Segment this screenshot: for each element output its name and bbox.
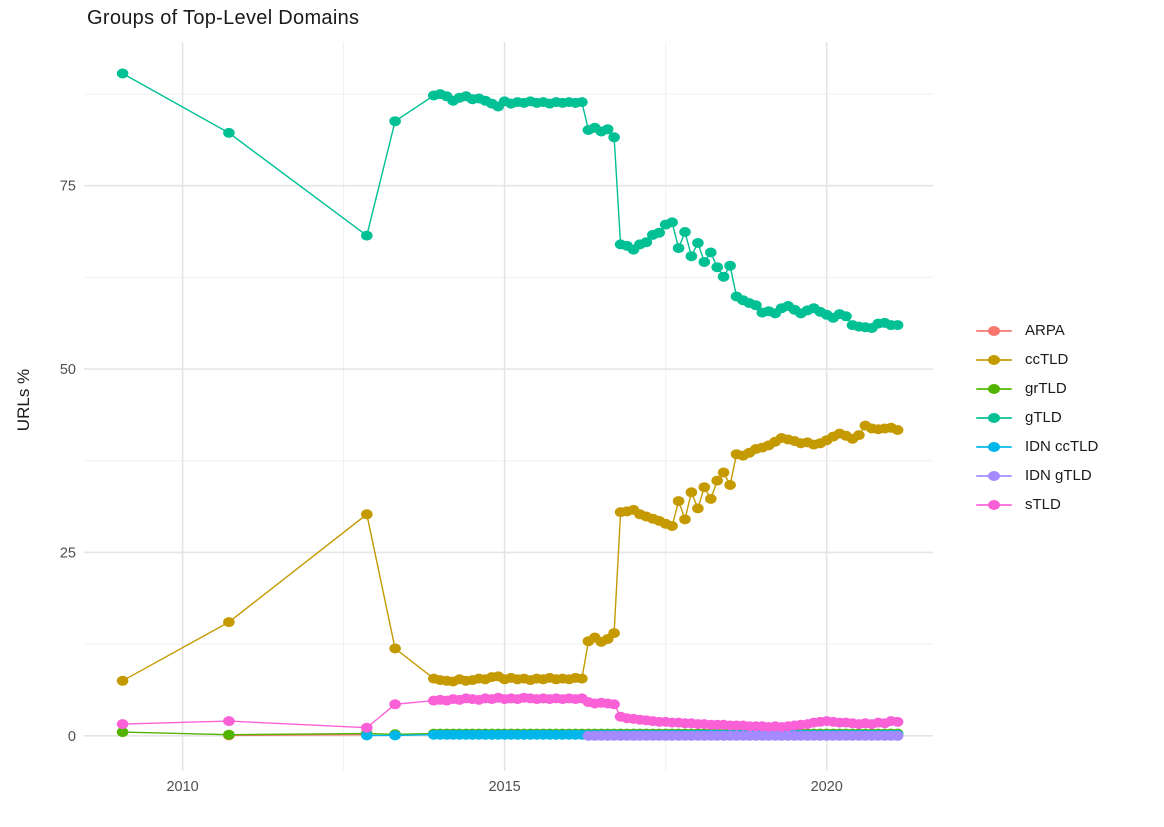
data-point [685, 251, 698, 262]
data-point [717, 271, 730, 282]
data-point [698, 482, 711, 493]
data-point [601, 124, 614, 135]
legend-key-icon [976, 383, 1012, 395]
data-point [608, 132, 620, 143]
data-point [679, 227, 691, 237]
legend-label: IDN ccTLD [1025, 438, 1099, 455]
x-tick-label: 2010 [166, 779, 198, 795]
data-point [223, 729, 235, 740]
data-point [223, 617, 235, 628]
data-point [116, 675, 129, 686]
y-tick-label: 50 [60, 362, 76, 378]
legend-label: ARPA [1025, 322, 1065, 339]
legend-key-dot [988, 441, 1000, 452]
data-point [672, 496, 685, 507]
data-point [666, 217, 678, 228]
data-point [711, 262, 723, 273]
data-point [750, 300, 762, 311]
data-point [608, 628, 620, 639]
legend-key-dot [988, 325, 1000, 336]
y-tick-label: 0 [68, 729, 76, 745]
data-point [891, 425, 904, 435]
legend-label: ccTLD [1025, 351, 1069, 368]
data-point [672, 243, 685, 254]
legend-item-grTLD: grTLD [976, 374, 1098, 403]
data-point [116, 719, 129, 730]
series-ccTLD [116, 420, 904, 687]
data-point [608, 699, 620, 710]
legend-item-ARPA: ARPA [976, 316, 1098, 345]
legend-item-gTLD: gTLD [976, 403, 1098, 432]
legend-key-icon [976, 354, 1012, 366]
legend-key-icon [976, 441, 1012, 453]
legend-key-dot [988, 412, 1000, 423]
legend-key-dot [988, 354, 1000, 365]
x-tick-label: 2020 [811, 779, 843, 795]
y-tick-label: 75 [60, 179, 76, 195]
data-point [840, 311, 852, 322]
legend-label: IDN gTLD [1025, 467, 1092, 484]
legend-item-sTLD: sTLD [976, 490, 1098, 519]
data-point [576, 673, 588, 684]
legend-label: gTLD [1025, 409, 1062, 426]
series-line [122, 424, 898, 683]
y-tick-label: 25 [60, 545, 76, 561]
x-tick-label: 2015 [488, 779, 520, 795]
data-point [389, 730, 401, 741]
data-point [653, 227, 665, 238]
data-point [576, 97, 588, 108]
data-point [705, 493, 717, 504]
legend-key-dot [988, 383, 1000, 394]
data-point [361, 230, 373, 241]
series-sTLD [116, 692, 904, 733]
data-point [724, 480, 736, 490]
data-point [891, 716, 904, 727]
chart-title: Groups of Top-Level Domains [87, 7, 360, 29]
legend-item-ccTLD: ccTLD [976, 345, 1098, 374]
series-gTLD [116, 68, 904, 333]
series-line [228, 734, 367, 737]
data-point [389, 643, 401, 654]
data-point [705, 247, 717, 258]
data-point [640, 237, 653, 248]
data-point [698, 257, 711, 267]
legend-key-dot [988, 499, 1000, 510]
data-point [389, 699, 401, 710]
series-line [122, 72, 898, 329]
data-point [711, 475, 723, 486]
data-point [692, 503, 704, 514]
legend: ARPA ccTLD grTLD gTLD IDN ccTLD IDN gTLD sTLD [976, 316, 1098, 519]
legend-key-icon [976, 412, 1012, 424]
data-point [223, 127, 235, 138]
data-point [666, 521, 678, 531]
series-IDN-gTLD [582, 730, 904, 741]
legend-label: grTLD [1025, 380, 1067, 397]
data-point [361, 509, 373, 520]
data-point [685, 487, 698, 498]
legend-item-IDN-gTLD: IDN gTLD [976, 461, 1098, 490]
data-point [724, 260, 736, 271]
data-point [361, 722, 373, 733]
data-point [389, 116, 401, 127]
legend-label: sTLD [1025, 496, 1061, 513]
legend-key-icon [976, 499, 1012, 511]
data-point [116, 68, 129, 79]
data-point [853, 430, 865, 441]
data-point [692, 238, 704, 248]
data-point [891, 730, 904, 741]
data-point [223, 716, 235, 727]
data-point [891, 320, 904, 331]
legend-item-IDN-ccTLD: IDN ccTLD [976, 432, 1098, 461]
legend-key-icon [976, 470, 1012, 482]
data-point [679, 514, 691, 525]
data-point [717, 467, 730, 478]
legend-key-dot [988, 470, 1000, 481]
data-point [361, 730, 373, 741]
data-point [116, 727, 129, 738]
legend-key-icon [976, 325, 1012, 337]
